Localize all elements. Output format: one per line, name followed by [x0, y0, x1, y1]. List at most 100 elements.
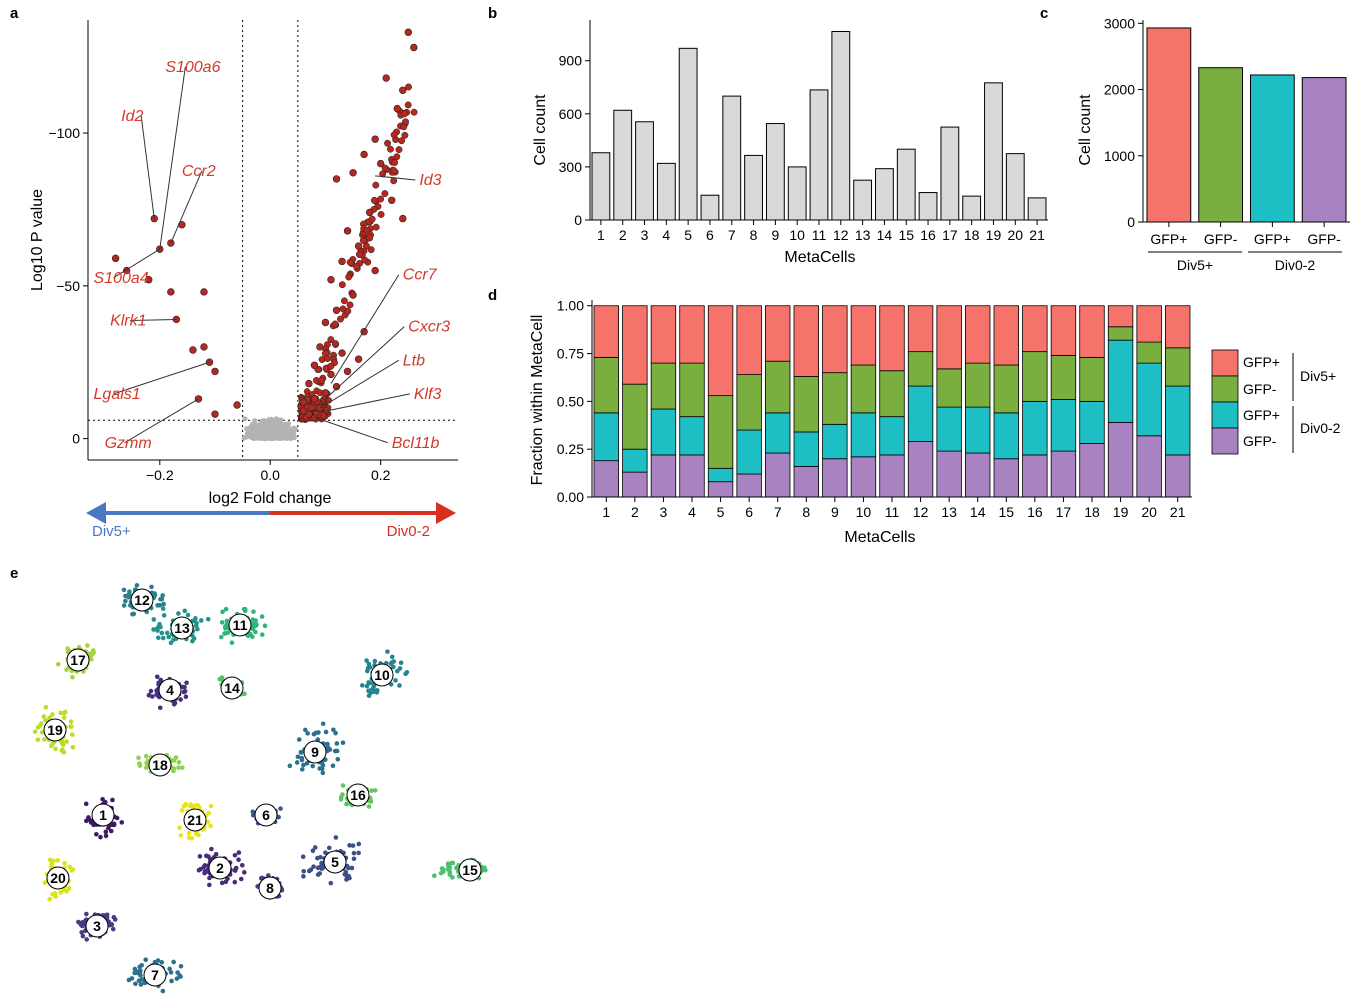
umap-point: [219, 620, 225, 625]
umap-point: [66, 886, 72, 891]
umap-point: [403, 671, 408, 677]
umap-cluster-badge: [91, 803, 115, 827]
umap-point: [251, 609, 256, 614]
umap-point: [198, 866, 203, 872]
fraction-bar-segment: [822, 458, 848, 498]
nonsignificant-point: [243, 434, 249, 440]
significant-point: [324, 355, 331, 362]
fraction-bar-segment: [1136, 362, 1162, 437]
fraction-bar-segment: [1165, 347, 1191, 387]
umap-point: [202, 863, 208, 868]
fraction-bar-segment: [765, 360, 791, 414]
umap-point: [94, 831, 99, 837]
legend-swatch-gfp-pos-div5: [1211, 349, 1239, 377]
umap-point: [242, 870, 247, 875]
fraction-bar-segment: [736, 305, 762, 375]
umap-point: [198, 618, 204, 623]
umap-point: [121, 603, 127, 608]
umap-point: [108, 828, 114, 834]
volcano-gene-labels: Id2 S100a6 Ccr2 S100a4 Klrk1 Lgals1 Gzmm Id3 Ccr…: [94, 59, 451, 452]
fraction-bar-segment: [765, 412, 791, 454]
umap-point: [374, 688, 380, 693]
umap-point: [184, 680, 189, 686]
fraction-bar-segment: [736, 473, 762, 498]
significant-point: [305, 410, 313, 418]
metacell-bars: [591, 31, 1047, 221]
metacell-bar: [656, 162, 676, 221]
umap-point: [311, 864, 316, 869]
significant-point: [410, 108, 418, 116]
umap-point: [316, 730, 321, 735]
d-y-tick-label: 1.00: [557, 298, 584, 314]
umap-point: [315, 865, 321, 871]
umap-point: [300, 854, 306, 860]
fraction-bar-segment: [965, 406, 991, 454]
umap-cluster-label: 21: [187, 812, 203, 828]
fraction-bar-segment: [679, 454, 705, 498]
fraction-bar-segment: [736, 429, 762, 475]
fraction-bar-segment: [907, 351, 934, 387]
umap-point: [42, 737, 47, 742]
umap-point: [208, 803, 214, 809]
nonsignificant-point: [269, 434, 275, 440]
legend-group-div5: Div5+: [1300, 368, 1336, 384]
umap-cluster-badge: [66, 648, 90, 672]
umap-point: [85, 643, 90, 648]
fraction-bar-segment: [1022, 400, 1048, 456]
umap-point: [143, 765, 149, 770]
umap-point: [208, 823, 213, 829]
gene-label: Klrk1: [110, 313, 146, 330]
significant-point: [371, 135, 379, 143]
fraction-bar-segment: [1079, 356, 1105, 402]
umap-point: [197, 805, 202, 811]
fraction-bar-segment: [850, 305, 877, 366]
umap-point: [278, 806, 283, 811]
umap-point: [305, 731, 311, 736]
gene-label: Gzmm: [105, 435, 152, 452]
umap-point: [176, 760, 182, 765]
gfp-bar: [1301, 77, 1347, 223]
fraction-bar-segment: [907, 305, 934, 353]
gene-label: Klf3: [414, 386, 442, 403]
umap-point: [84, 911, 89, 917]
umap-point: [239, 862, 245, 868]
b-x-tick-label: 10: [789, 227, 805, 243]
umap-point: [333, 730, 338, 736]
umap-point: [158, 597, 163, 602]
gene-label-leader: [330, 274, 400, 384]
c-group-label-div02: Div0-2: [1275, 257, 1316, 273]
umap-point: [367, 665, 373, 670]
d-x-tick-label: 16: [1027, 504, 1043, 520]
umap-cluster-badge: [46, 866, 70, 890]
d-x-tick-label: 12: [913, 504, 929, 520]
umap-point: [432, 873, 437, 879]
metacell-bar: [678, 47, 698, 221]
umap-point: [83, 801, 89, 807]
umap-point: [151, 617, 157, 622]
umap-point: [68, 719, 74, 724]
nonsignificant-point: [268, 429, 274, 435]
nonsignificant-point: [254, 426, 260, 432]
volcano-points: [88, 20, 458, 460]
umap-point: [295, 754, 301, 760]
gene-label-leader: [113, 361, 210, 395]
fraction-bar-segment: [879, 370, 905, 418]
umap-point: [301, 868, 307, 874]
nonsignificant-point: [252, 435, 259, 441]
umap-point: [242, 691, 247, 697]
umap-point: [102, 799, 108, 805]
b-y-tick-label: 0: [574, 212, 582, 228]
nonsignificant-point: [268, 416, 274, 422]
significant-point: [372, 181, 380, 189]
fraction-bar-segment: [793, 305, 819, 377]
umap-point: [59, 740, 65, 745]
umap-point: [310, 763, 316, 769]
umap-point: [98, 834, 103, 840]
significant-point: [344, 307, 352, 315]
fraction-bar-segment: [822, 305, 848, 374]
umap-point: [35, 737, 41, 742]
b-x-tick-label: 19: [986, 227, 1002, 243]
umap-point: [369, 788, 374, 793]
umap-point: [385, 649, 390, 654]
b-x-tick-label: 6: [706, 227, 714, 243]
